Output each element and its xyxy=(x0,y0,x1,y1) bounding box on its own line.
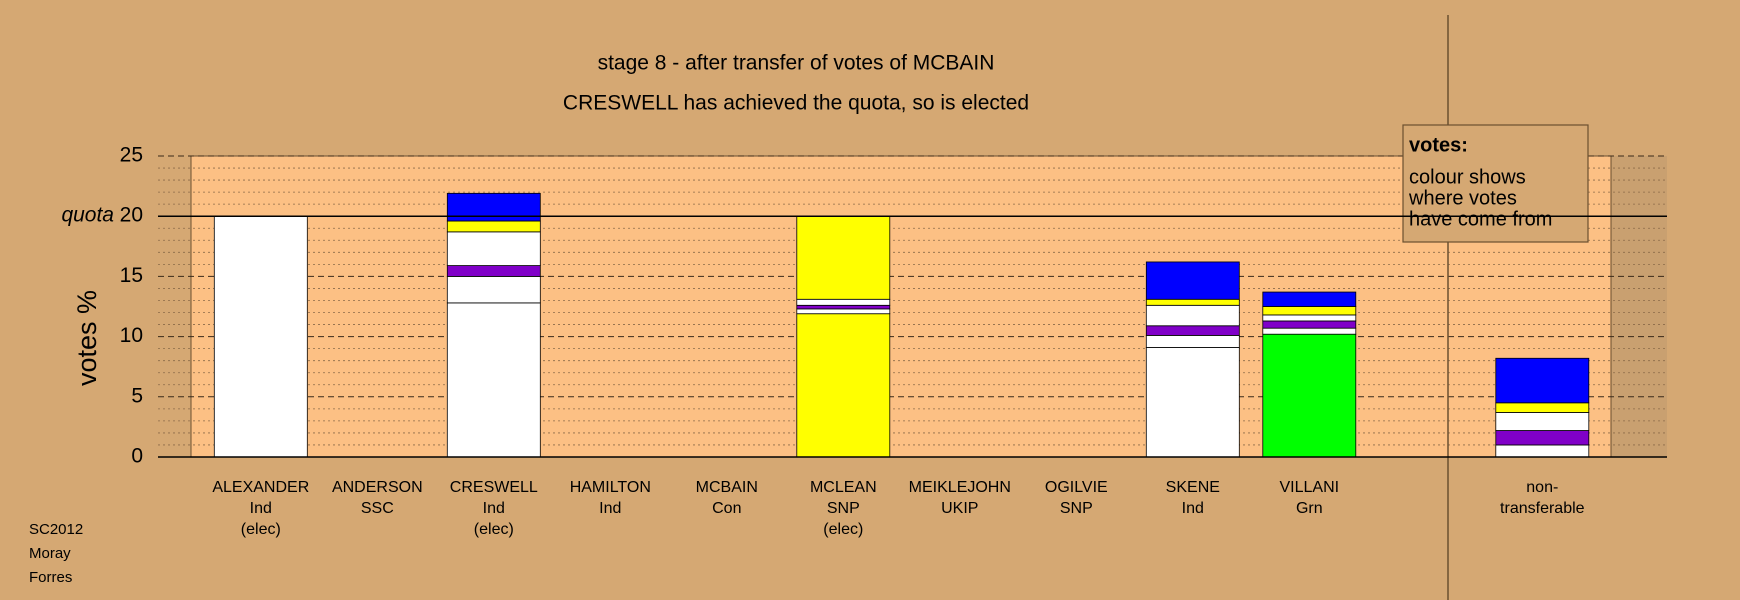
bar-segment xyxy=(796,298,891,306)
bar-segment xyxy=(446,302,541,458)
bar-segment xyxy=(1145,334,1240,348)
x-tick-label: MCBAIN xyxy=(696,479,758,496)
quota-label: quota xyxy=(61,204,114,227)
bar-segment xyxy=(446,231,541,266)
legend-text: have come from xyxy=(1409,208,1552,230)
legend-title: votes: xyxy=(1409,134,1468,156)
x-tick-label: Con xyxy=(712,500,741,517)
x-tick-label: MCLEAN xyxy=(810,479,877,496)
bar-segment xyxy=(796,215,891,300)
plot-area xyxy=(190,155,1612,458)
x-tick-label: (elec) xyxy=(474,521,514,538)
footer-text: Moray xyxy=(29,545,71,562)
bar-segment xyxy=(1262,314,1357,322)
x-tick-label: OGILVIE xyxy=(1045,479,1108,496)
y-tick-label: 10 xyxy=(120,324,143,347)
x-tick-label: (elec) xyxy=(823,521,863,538)
x-tick-label: Ind xyxy=(483,500,505,517)
x-tick-label: Grn xyxy=(1296,500,1323,517)
legend-text: where votes xyxy=(1408,187,1517,209)
x-tick-label: ALEXANDER xyxy=(212,479,309,496)
bars xyxy=(213,192,1590,458)
bar-segment xyxy=(1145,298,1240,306)
y-tick-label: 0 xyxy=(131,445,143,468)
bar-segment xyxy=(1262,291,1357,307)
bar-segment xyxy=(1495,357,1590,404)
x-tick-label: SNP xyxy=(827,500,860,517)
footer-text: Forres xyxy=(29,569,72,586)
x-tick-label: HAMILTON xyxy=(570,479,651,496)
x-tick-label: Ind xyxy=(599,500,621,517)
chart-title: stage 8 - after transfer of votes of MCB… xyxy=(598,52,995,75)
x-tick-label: ANDERSON xyxy=(332,479,423,496)
y-tick-label: 20 xyxy=(120,204,143,227)
bar-segment xyxy=(1262,327,1357,335)
x-tick-label: UKIP xyxy=(941,500,978,517)
x-tick-label: SKENE xyxy=(1166,479,1220,496)
x-tick-label: transferable xyxy=(1500,500,1585,517)
chart-subtitle: CRESWELL has achieved the quota, so is e… xyxy=(563,92,1029,115)
legend-box xyxy=(1402,124,1589,243)
bar-segment xyxy=(1145,325,1240,336)
footer: SC2012 Moray Forres xyxy=(29,521,83,586)
bar-segment xyxy=(446,265,541,277)
x-tick-label: SNP xyxy=(1060,500,1093,517)
x-tick-label: Ind xyxy=(1182,500,1204,517)
y-axis-label: votes % xyxy=(72,290,102,386)
bar-segment xyxy=(446,275,541,304)
bar-segment xyxy=(1495,444,1590,458)
bar-segment xyxy=(213,215,308,458)
bar-segment xyxy=(796,313,891,458)
x-tick-label: SSC xyxy=(361,500,394,517)
bar-segment xyxy=(796,304,891,310)
bar-segment xyxy=(446,220,541,233)
bar-segment xyxy=(1495,402,1590,413)
y-tick-label: 15 xyxy=(120,264,143,287)
bar-segment xyxy=(1262,306,1357,316)
bar-segment xyxy=(1262,333,1357,458)
bar-segment xyxy=(1145,304,1240,327)
bar-segment xyxy=(1495,430,1590,446)
bar-segment xyxy=(1145,261,1240,300)
side-shade xyxy=(1611,156,1667,457)
y-tick-label: 5 xyxy=(131,384,143,407)
bar-segment xyxy=(1495,412,1590,431)
x-tick-label: CRESWELL xyxy=(450,479,538,496)
x-tick-label: MEIKLEJOHN xyxy=(909,479,1011,496)
x-tick-label: (elec) xyxy=(241,521,281,538)
bar-segment xyxy=(1145,347,1240,458)
bar-segment xyxy=(1262,320,1357,329)
legend-text: colour shows xyxy=(1409,166,1526,188)
y-tick-label: 25 xyxy=(120,144,143,167)
x-tick-label: VILLANI xyxy=(1280,479,1340,496)
bar-segment xyxy=(796,308,891,315)
x-tick-label: Ind xyxy=(250,500,272,517)
x-tick-label: non- xyxy=(1526,479,1558,496)
footer-text: SC2012 xyxy=(29,521,83,538)
